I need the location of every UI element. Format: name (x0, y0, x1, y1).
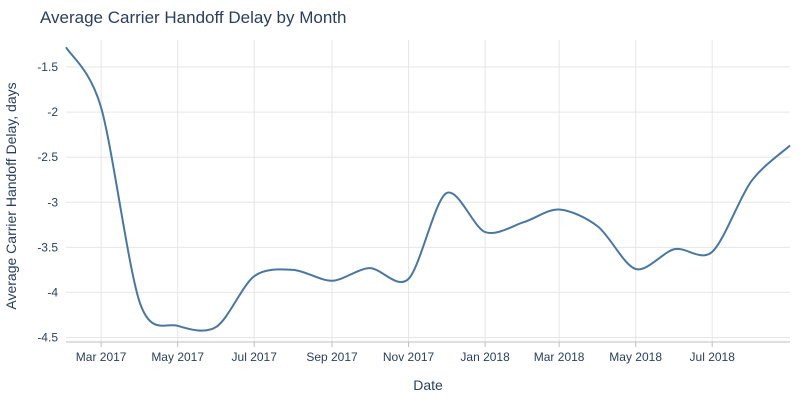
grid (66, 40, 790, 342)
x-axis-title: Date (413, 377, 443, 393)
y-tick-label: -2 (47, 105, 58, 119)
x-tick-label: Jul 2017 (232, 350, 278, 364)
y-tick-label: -3.5 (37, 240, 58, 254)
x-tick-label: Jan 2018 (460, 350, 510, 364)
chart-title: Average Carrier Handoff Delay by Month (40, 8, 347, 27)
y-tick-label: -4.5 (37, 330, 58, 344)
x-tick-label: Mar 2018 (534, 350, 585, 364)
x-tick-label: May 2017 (151, 350, 204, 364)
x-tick-label: Jul 2018 (690, 350, 736, 364)
series-layer (65, 46, 791, 332)
y-tick-label: -2.5 (37, 150, 58, 164)
y-tick-label: -1.5 (37, 60, 58, 74)
series-line (65, 46, 791, 332)
y-tick-label: -4 (47, 285, 58, 299)
x-tick-label: Sep 2017 (306, 350, 358, 364)
x-tick-label: Mar 2017 (76, 350, 127, 364)
y-axis-title: Average Carrier Handoff Delay, days (3, 82, 19, 309)
x-tick-label: May 2018 (609, 350, 662, 364)
axes: -1.5 -2 -2.5 -3 -3.5 -4 -4.5 Mar 2017 May 2017 Ju… (37, 60, 790, 364)
x-tick-label: Nov 2017 (383, 350, 435, 364)
y-tick-label: -3 (47, 195, 58, 209)
